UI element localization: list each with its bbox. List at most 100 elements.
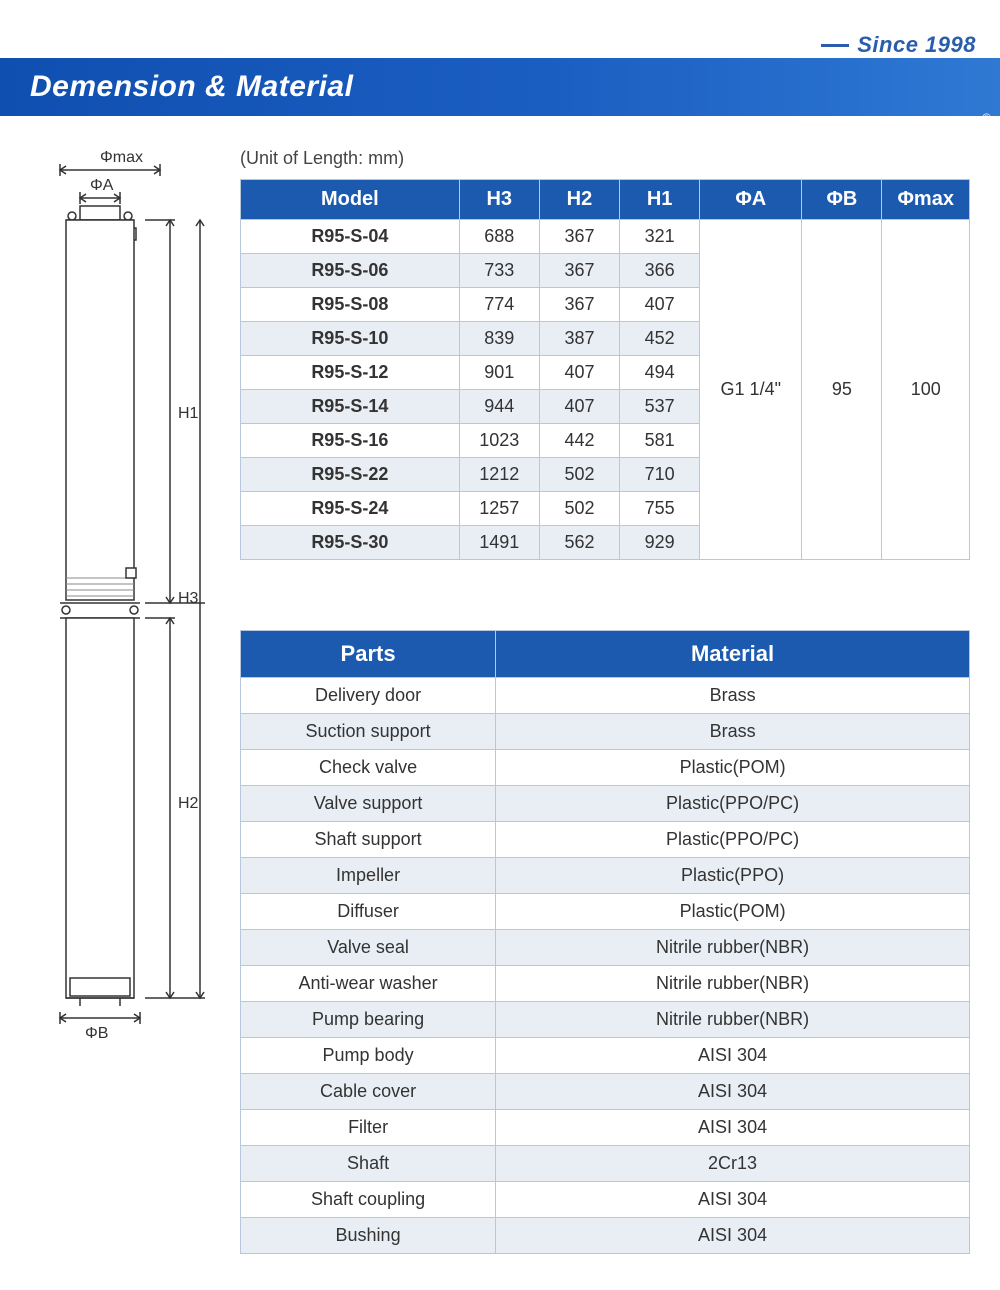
table-row: Check valvePlastic(POM) — [241, 750, 970, 786]
cell-h3: 733 — [459, 254, 539, 288]
cell-h2: 407 — [539, 356, 619, 390]
cell-part: Valve support — [241, 786, 496, 822]
cell-material: Nitrile rubber(NBR) — [496, 930, 970, 966]
cell-h2: 367 — [539, 288, 619, 322]
table-row: FilterAISI 304 — [241, 1110, 970, 1146]
cell-model: R95-S-24 — [241, 492, 460, 526]
label-phimax: Φmax — [100, 149, 143, 166]
cell-h1: 494 — [620, 356, 700, 390]
table-row: Shaft2Cr13 — [241, 1146, 970, 1182]
dimensions-header-row: Model H3 H2 H1 ΦA ΦB Φmax — [241, 180, 970, 220]
cell-h1: 581 — [620, 424, 700, 458]
cell-model: R95-S-30 — [241, 526, 460, 560]
cell-h1: 452 — [620, 322, 700, 356]
cell-material: Plastic(PPO/PC) — [496, 786, 970, 822]
cell-material: AISI 304 — [496, 1182, 970, 1218]
label-H2: H2 — [178, 795, 199, 812]
cell-part: Valve seal — [241, 930, 496, 966]
cell-material: Nitrile rubber(NBR) — [496, 1002, 970, 1038]
col-h1: H1 — [620, 180, 700, 220]
table-row: Valve supportPlastic(PPO/PC) — [241, 786, 970, 822]
cell-part: Suction support — [241, 714, 496, 750]
main-content: Φmax ΦA — [0, 118, 1000, 1254]
cell-model: R95-S-06 — [241, 254, 460, 288]
cell-part: Bushing — [241, 1218, 496, 1254]
brand-block: MASTRA ® ELECTRICPUMP — [834, 118, 976, 161]
table-row: Anti-wear washerNitrile rubber(NBR) — [241, 966, 970, 1002]
cell-h3: 944 — [459, 390, 539, 424]
cell-h3: 839 — [459, 322, 539, 356]
cell-material: Nitrile rubber(NBR) — [496, 966, 970, 1002]
cell-h1: 537 — [620, 390, 700, 424]
cell-h3: 774 — [459, 288, 539, 322]
cell-h2: 367 — [539, 254, 619, 288]
cell-material: 2Cr13 — [496, 1146, 970, 1182]
table-row: Shaft couplingAISI 304 — [241, 1182, 970, 1218]
cell-material: Plastic(PPO/PC) — [496, 822, 970, 858]
col-material: Material — [496, 631, 970, 678]
cell-material: AISI 304 — [496, 1038, 970, 1074]
cell-h3: 1212 — [459, 458, 539, 492]
cell-h1: 710 — [620, 458, 700, 492]
cell-h1: 755 — [620, 492, 700, 526]
since-badge: Since 1998 — [821, 32, 976, 58]
cell-material: Brass — [496, 714, 970, 750]
cell-model: R95-S-04 — [241, 220, 460, 254]
table-row: Shaft supportPlastic(PPO/PC) — [241, 822, 970, 858]
tables-area: (Unit of Length: mm) Model H3 H2 H1 ΦA Φ… — [240, 148, 970, 1254]
header: Since 1998 Demension & Material MASTRA ®… — [0, 0, 1000, 118]
cell-h1: 366 — [620, 254, 700, 288]
col-phib: ΦB — [802, 180, 882, 220]
cell-h3: 1257 — [459, 492, 539, 526]
cell-material: Brass — [496, 678, 970, 714]
table-row: Pump bodyAISI 304 — [241, 1038, 970, 1074]
cell-h3: 1491 — [459, 526, 539, 560]
cell-h1: 321 — [620, 220, 700, 254]
col-phia: ΦA — [700, 180, 802, 220]
cell-part: Check valve — [241, 750, 496, 786]
cell-material: Plastic(POM) — [496, 750, 970, 786]
cell-h1: 407 — [620, 288, 700, 322]
table-row: Valve sealNitrile rubber(NBR) — [241, 930, 970, 966]
dimensions-table: Model H3 H2 H1 ΦA ΦB Φmax R95-S-04688367… — [240, 179, 970, 560]
cell-part: Shaft coupling — [241, 1182, 496, 1218]
cell-material: Plastic(PPO) — [496, 858, 970, 894]
brand-name: MASTRA — [871, 116, 976, 146]
materials-table: Parts Material Delivery doorBrassSuction… — [240, 630, 970, 1254]
pump-diagram: Φmax ΦA — [30, 148, 210, 1254]
table-row: DiffuserPlastic(POM) — [241, 894, 970, 930]
cell-h2: 387 — [539, 322, 619, 356]
since-text: Since 1998 — [857, 32, 976, 58]
cell-model: R95-S-08 — [241, 288, 460, 322]
materials-header-row: Parts Material — [241, 631, 970, 678]
table-row: Pump bearingNitrile rubber(NBR) — [241, 1002, 970, 1038]
col-phimax: Φmax — [882, 180, 970, 220]
cell-part: Filter — [241, 1110, 496, 1146]
cell-part: Cable cover — [241, 1074, 496, 1110]
table-row: ImpellerPlastic(PPO) — [241, 858, 970, 894]
table-row: R95-S-04688367321G1 1/4"95100 — [241, 220, 970, 254]
cell-h1: 929 — [620, 526, 700, 560]
cell-part: Anti-wear washer — [241, 966, 496, 1002]
cell-h2: 407 — [539, 390, 619, 424]
col-parts: Parts — [241, 631, 496, 678]
col-h2: H2 — [539, 180, 619, 220]
registered-mark-icon: ® — [982, 112, 990, 124]
label-phiA: ΦA — [90, 177, 114, 194]
cell-h3: 901 — [459, 356, 539, 390]
cell-h3: 688 — [459, 220, 539, 254]
cell-material: AISI 304 — [496, 1074, 970, 1110]
cell-model: R95-S-16 — [241, 424, 460, 458]
cell-material: Plastic(POM) — [496, 894, 970, 930]
pump-svg-icon: Φmax ΦA — [30, 148, 210, 1048]
cell-part: Pump body — [241, 1038, 496, 1074]
since-line — [821, 44, 849, 47]
cell-phiB: 95 — [802, 220, 882, 560]
cell-h3: 1023 — [459, 424, 539, 458]
cell-part: Diffuser — [241, 894, 496, 930]
cell-h2: 442 — [539, 424, 619, 458]
table-row: Suction supportBrass — [241, 714, 970, 750]
cell-model: R95-S-12 — [241, 356, 460, 390]
table-row: Cable coverAISI 304 — [241, 1074, 970, 1110]
label-H1: H1 — [178, 405, 199, 422]
